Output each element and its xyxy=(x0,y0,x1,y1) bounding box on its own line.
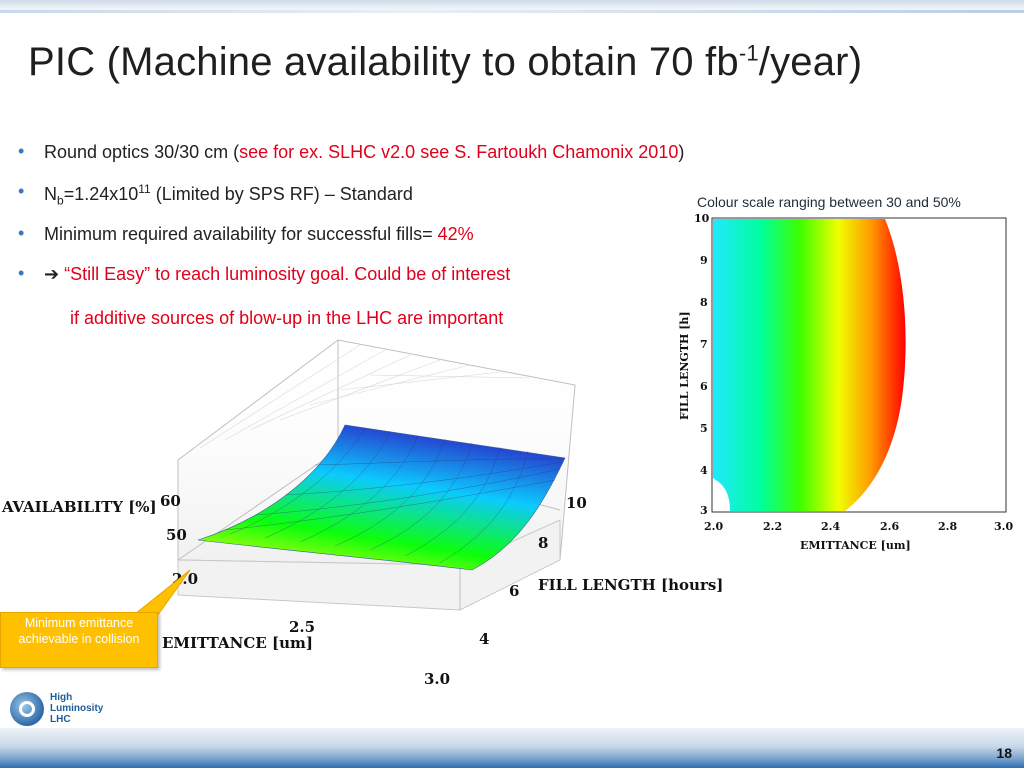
title-end: /year) xyxy=(758,40,863,84)
callout-box: Minimum emittance achievable in collisio… xyxy=(0,612,158,668)
logo-line-2: Luminosity xyxy=(50,703,104,714)
logo-line-3: LHC xyxy=(50,714,71,725)
logo-line-1: High xyxy=(50,692,73,703)
heatmap-y-tick-4: 4 xyxy=(700,464,708,477)
heatmap-x-tick-2.4: 2.4 xyxy=(821,520,840,533)
bullet-dot-icon: • xyxy=(18,141,25,161)
bullet-dot-icon: • xyxy=(18,263,25,283)
bottom-decorative-band xyxy=(0,728,1024,768)
heatmap-y-label: FILL LENGTH [h] xyxy=(678,311,691,420)
heatmap-y-tick-6: 6 xyxy=(700,380,708,393)
surface-y-tick-8: 8 xyxy=(538,534,548,552)
surface-x-tick-2.5: 2.5 xyxy=(289,618,315,636)
surface-mesh xyxy=(224,427,564,564)
surface-y-tick-10: 10 xyxy=(566,494,587,512)
heatmap-y-ticks: 10 9 8 7 6 5 4 3 xyxy=(694,212,710,517)
surface-z-tick-50: 50 xyxy=(166,526,187,544)
heatmap-x-tick-2.8: 2.8 xyxy=(938,520,957,533)
bullet-highlight: 42% xyxy=(437,224,474,244)
bullet-text: Minimum required availability for succes… xyxy=(44,224,438,244)
heatmap-y-tick-5: 5 xyxy=(700,422,708,435)
heatmap-x-tick-2.2: 2.2 xyxy=(763,520,782,533)
bullet-text-end: (Limited by SPS RF) – Standard xyxy=(150,184,413,204)
surface-x-tick-3.0: 3.0 xyxy=(424,670,450,688)
surface-x-label: EMITTANCE [um] xyxy=(162,634,313,652)
slide-title: PIC (Machine availability to obtain 70 f… xyxy=(28,40,862,85)
surface-y-label: FILL LENGTH [hours] xyxy=(538,576,723,594)
bullet-text: Round optics 30/30 cm ( xyxy=(44,142,240,162)
hilumi-logo-icon xyxy=(10,692,44,726)
top-decorative-band xyxy=(0,0,1024,14)
callout-text: Minimum emittance achievable in collisio… xyxy=(18,616,140,646)
heatmap-y-tick-8: 8 xyxy=(700,296,708,309)
surface-y-tick-6: 6 xyxy=(509,582,519,600)
surface-y-tick-4: 4 xyxy=(479,630,489,648)
surface-grid xyxy=(199,344,531,449)
heatmap-x-tick-2.0: 2.0 xyxy=(704,520,723,533)
hilumi-logo: High Luminosity LHC xyxy=(10,688,110,732)
bullet-text-mid: =1.24x10 xyxy=(63,184,139,204)
heatmap-x-tick-3.0: 3.0 xyxy=(994,520,1013,533)
bullet-text-end: ) xyxy=(678,142,685,162)
right-arrow-icon: ➔ xyxy=(44,264,60,284)
heatmap-x-ticks: 2.0 2.2 2.4 2.6 2.8 3.0 xyxy=(704,520,1013,533)
colour-scale-caption: Colour scale ranging between 30 and 50% xyxy=(697,194,961,210)
heatmap-chart: 10 9 8 7 6 5 4 3 2.0 2.2 2.4 2.6 2.8 3.0… xyxy=(678,212,1013,552)
heatmap-y-tick-9: 9 xyxy=(700,254,708,267)
bullet-continuation: if additive sources of blow-up in the LH… xyxy=(70,308,504,328)
title-superscript: -1 xyxy=(738,40,759,66)
heatmap-region xyxy=(713,219,906,511)
hilumi-logo-text: High Luminosity LHC xyxy=(50,692,103,725)
bullet-dot-icon: • xyxy=(18,181,25,201)
surface-z-label: AVAILABILITY [%] xyxy=(1,498,157,516)
surface-z-tick-60: 60 xyxy=(160,492,181,510)
title-main: PIC (Machine availability to obtain 70 f… xyxy=(28,40,739,84)
page-number: 18 xyxy=(996,745,1012,761)
heatmap-x-label: EMITTANCE [um] xyxy=(800,539,911,552)
heatmap-y-tick-3: 3 xyxy=(700,504,708,517)
heatmap-y-tick-7: 7 xyxy=(700,338,708,351)
bullet-dot-icon: • xyxy=(18,223,25,243)
bullet-reference: see for ex. SLHC v2.0 see S. Fartoukh Ch… xyxy=(239,142,679,162)
surface-chart: AVAILABILITY [%] 60 50 10 8 6 4 FILL LEN… xyxy=(1,339,723,688)
heatmap-x-tick-2.6: 2.6 xyxy=(880,520,899,533)
availability-surface xyxy=(197,424,566,571)
bullet-subscript: b xyxy=(57,193,64,208)
bullet-highlight: “Still Easy” to reach luminosity goal. C… xyxy=(64,264,511,284)
bullet-superscript: 11 xyxy=(138,182,151,196)
bullet-text: N xyxy=(44,184,57,204)
heatmap-y-tick-10: 10 xyxy=(694,212,710,225)
